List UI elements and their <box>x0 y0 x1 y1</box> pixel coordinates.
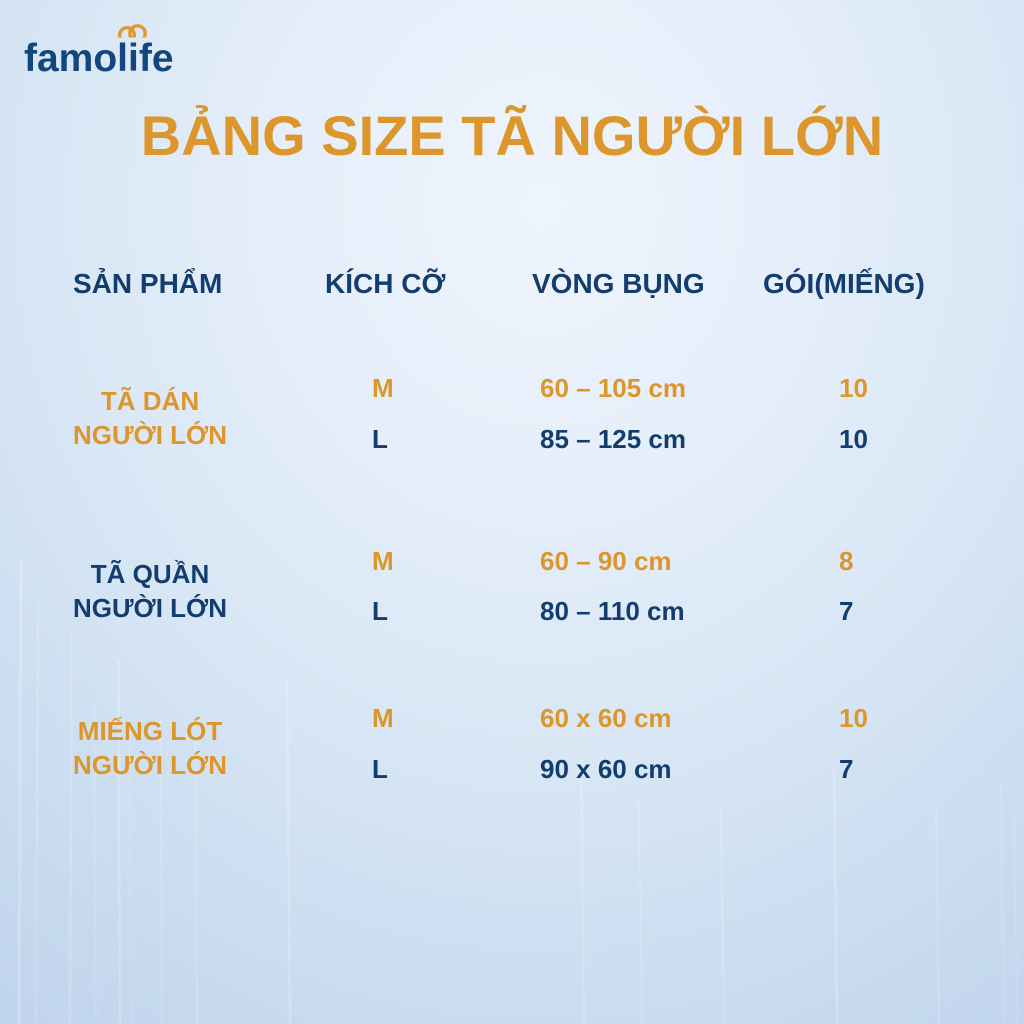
svg-text:famolife: famolife <box>24 37 174 80</box>
